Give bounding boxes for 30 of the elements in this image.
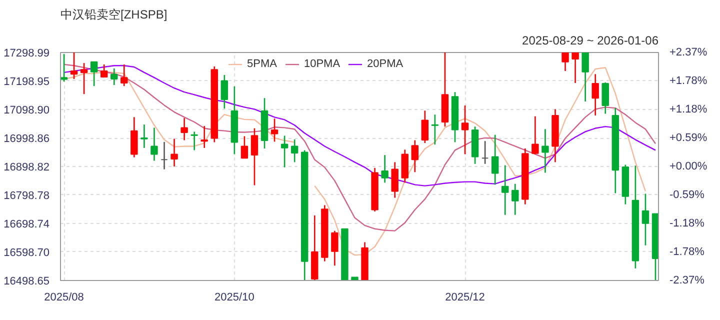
legend-label: 5PMA [247,58,277,70]
x-tick-label: 2025/08 [44,292,84,304]
y-tick-label: 16598.70 [4,247,50,259]
candlestick [341,228,348,280]
chart-title: 中汉铅卖空[ZHSPB] [60,8,168,22]
y2-tick-label: -0.59% [670,188,705,201]
y-tick-label: 17198.95 [4,76,50,88]
y-tick-label: 16498.65 [4,276,50,288]
legend-label: 20PMA [367,58,404,70]
x-tick-label: 2025/12 [445,292,485,304]
y2-tick-label: +0.00% [670,160,708,172]
y-tick-label: 17098.90 [4,104,50,116]
x-tick-label: 2025/10 [214,292,254,304]
y2-tick-label: -1.78% [670,246,705,258]
y-tick-label: 16798.78 [4,190,50,202]
y2-tick-label: -2.37% [670,274,705,286]
chart-subtitle: 2025-08-29 ~ 2026-01-06 [522,34,659,48]
y2-tick-label: +0.59% [670,132,708,144]
y-tick-label: 16998.86 [4,133,50,145]
y-tick-label: 17298.99 [4,48,50,60]
y-tick-label: 16898.82 [4,162,50,174]
y-tick-label: 16698.74 [4,218,50,230]
candlestick [481,140,489,165]
candlestick [160,141,168,170]
y2-tick-label: +1.78% [670,74,708,87]
legend-label: 10PMA [304,58,340,70]
y2-tick-label: +1.18% [670,104,708,116]
y2-tick-label: +2.37% [670,46,708,58]
y2-tick-label: -1.18% [670,217,705,230]
candlestick [351,276,358,280]
